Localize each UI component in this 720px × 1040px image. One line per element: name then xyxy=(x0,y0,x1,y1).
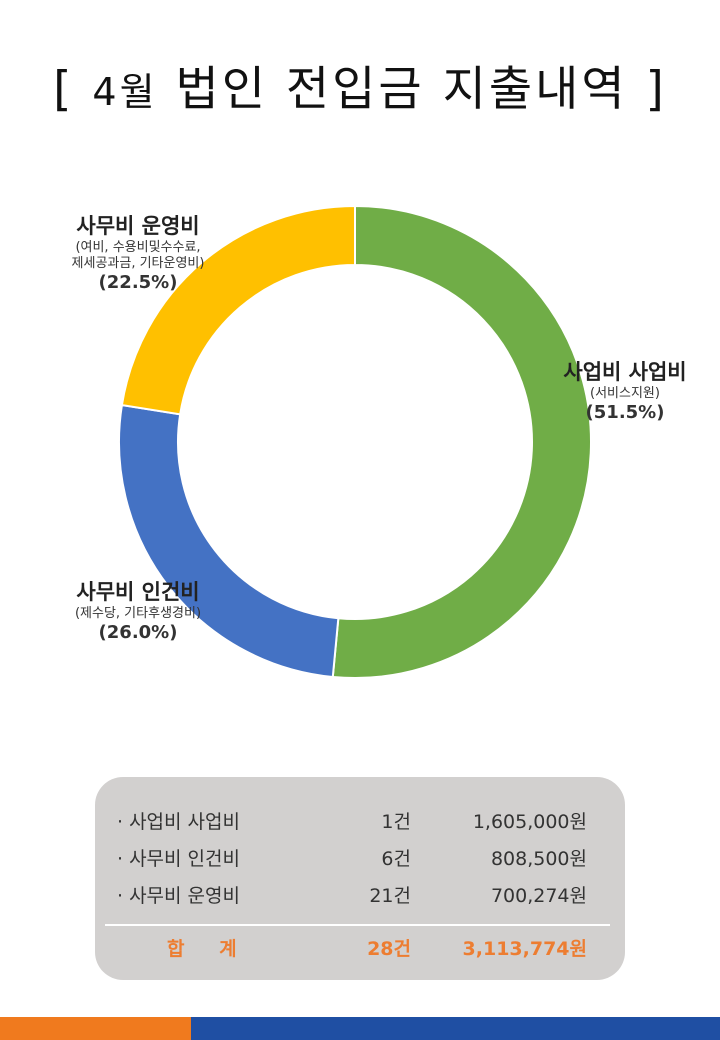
summary-row-amount: 1,605,000원 xyxy=(472,811,587,833)
donut-chart xyxy=(118,204,592,679)
summary-box: · 사업비 사업비 1건 1,605,000원 · 사무비 인건비 6건 808… xyxy=(95,777,625,980)
title-open-bracket: [ xyxy=(53,62,75,117)
label-personnel-pct: (26.0%) xyxy=(98,622,178,643)
donut-slice-2 xyxy=(120,204,356,416)
label-operating-sub2: 제세공과금, 기타운영비) xyxy=(71,256,205,271)
summary-row-count: 6건 xyxy=(381,848,411,870)
title-month: 4월 xyxy=(92,70,158,114)
summary-row: · 사업비 사업비 1건 1,605,000원 xyxy=(95,807,625,837)
page-title: [ 4월 법인 전입금 지출내역 ] xyxy=(0,50,720,119)
label-operating: 사무비 운영비 (여비, 수용비및수수료, 제세공과금, 기타운영비) (22.… xyxy=(38,210,238,293)
summary-row-amount: 700,274원 xyxy=(490,885,587,907)
donut-slice-0 xyxy=(331,204,592,679)
footer-bar-orange xyxy=(0,1017,191,1040)
summary-row-count: 1건 xyxy=(381,811,411,833)
summary-row-name: · 사업비 사업비 xyxy=(117,811,240,833)
summary-row: · 사무비 인건비 6건 808,500원 xyxy=(95,844,625,874)
label-personnel-main: 사무비 인건비 xyxy=(76,580,200,604)
summary-total-row: 합 계 28건 3,113,774원 xyxy=(95,934,625,964)
label-business-pct: (51.5%) xyxy=(585,402,665,423)
footer-bar-blue xyxy=(191,1017,720,1040)
label-personnel: 사무비 인건비 (제수당, 기타후생경비) (26.0%) xyxy=(38,576,238,643)
title-close-bracket: ] xyxy=(645,62,667,117)
summary-row-count: 21건 xyxy=(369,885,411,907)
title-text: 법인 전입금 지출내역 xyxy=(175,62,628,117)
summary-row-amount: 808,500원 xyxy=(490,848,587,870)
label-business: 사업비 사업비 (서비스지원) (51.5%) xyxy=(540,356,710,423)
label-operating-main: 사무비 운영비 xyxy=(76,214,200,238)
label-operating-pct: (22.5%) xyxy=(98,272,178,293)
summary-total-amount: 3,113,774원 xyxy=(462,938,587,960)
summary-row: · 사무비 운영비 21건 700,274원 xyxy=(95,881,625,911)
label-personnel-sub: (제수당, 기타후생경비) xyxy=(74,606,202,621)
summary-divider xyxy=(105,924,610,926)
summary-total-name: 합 계 xyxy=(167,938,251,960)
summary-row-name: · 사무비 운영비 xyxy=(117,885,240,907)
label-business-main: 사업비 사업비 xyxy=(563,360,687,384)
label-operating-sub1: (여비, 수용비및수수료, xyxy=(75,240,201,255)
summary-row-name: · 사무비 인건비 xyxy=(117,848,240,870)
summary-total-count: 28건 xyxy=(367,938,411,960)
label-business-sub: (서비스지원) xyxy=(590,386,660,401)
